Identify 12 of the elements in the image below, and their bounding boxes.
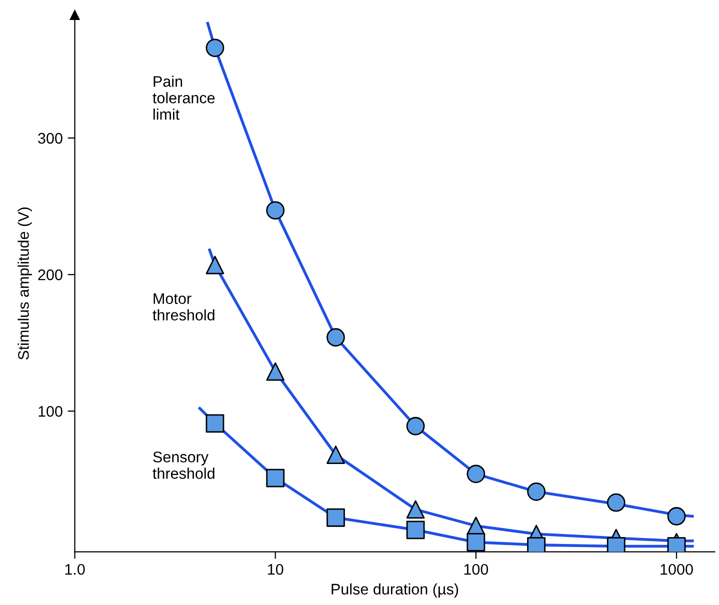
series-label: Sensory threshold: [152, 452, 214, 479]
x-tick-label: 1000: [660, 564, 693, 575]
y-tick-label: 300: [38, 132, 62, 144]
x-axis-title: Pulse duration (µs): [332, 583, 458, 598]
x-tick-label: 1.0: [65, 564, 85, 575]
y-axis-title: Stimulus amplitude (V): [18, 208, 32, 360]
x-tick-label: 10: [268, 564, 284, 575]
series-label: Motor threshold: [152, 293, 214, 320]
y-tick-label: 100: [38, 406, 62, 417]
x-tick-label: 100: [464, 564, 488, 575]
series-label: Pain tolerance limit: [152, 76, 215, 120]
y-tick-label: 200: [38, 269, 62, 280]
